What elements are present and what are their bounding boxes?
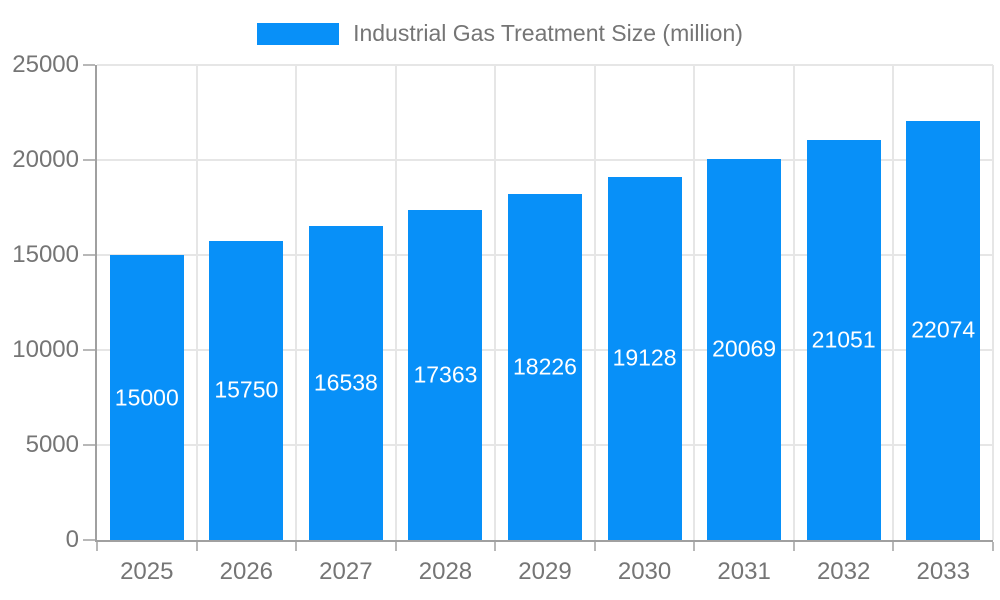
bar[interactable]: 18226	[508, 193, 582, 540]
bar[interactable]: 21051	[806, 140, 881, 540]
x-tick-label: 2028	[418, 558, 473, 585]
bar[interactable]: 16538	[308, 225, 383, 540]
legend: Industrial Gas Treatment Size (million)	[0, 20, 1000, 47]
x-tick-label: 2030	[617, 558, 672, 585]
x-tick-label: 2027	[319, 558, 373, 585]
bar-value-label: 20069	[712, 335, 777, 362]
gridline-v	[593, 65, 596, 540]
y-tick	[83, 444, 95, 446]
y-tick-label: 15000	[12, 241, 79, 268]
gridline-v	[494, 65, 497, 540]
x-tick-label: 2025	[120, 558, 174, 585]
plot-area: 0 5000 10000 15000 20000 25000 15000 2025 15750 2…	[12, 51, 994, 585]
bar[interactable]: 15750	[209, 240, 284, 540]
bar[interactable]: 20069	[707, 158, 782, 540]
x-tick	[295, 542, 298, 551]
x-tick-label: 2031	[717, 558, 771, 585]
gridline-v	[792, 65, 795, 540]
gridline-h	[97, 64, 993, 66]
x-tick-label: 2033	[916, 558, 970, 585]
x-tick-label: 2032	[816, 558, 871, 585]
bar-value-label: 16538	[313, 369, 378, 396]
x-tick	[693, 542, 696, 551]
bar-value-label: 15000	[114, 384, 179, 410]
y-tick	[83, 539, 95, 541]
y-tick	[83, 254, 95, 256]
legend-label[interactable]: Industrial Gas Treatment Size (million)	[353, 20, 743, 46]
bar[interactable]: 19128	[607, 176, 682, 540]
bar-value-label: 21051	[811, 326, 876, 353]
x-tick	[792, 542, 795, 551]
gridline-v	[992, 65, 994, 540]
gridline-v	[295, 65, 298, 540]
x-tick	[892, 542, 895, 551]
bar-value-label: 19128	[612, 344, 677, 371]
bar[interactable]: 22074	[906, 120, 981, 540]
y-tick	[83, 159, 95, 161]
y-tick-label: 10000	[12, 336, 79, 363]
x-tick	[992, 542, 994, 551]
gridline-v	[394, 65, 397, 540]
bar[interactable]: 17363	[408, 210, 483, 540]
y-tick-label: 0	[65, 526, 79, 553]
gridline-v	[195, 65, 198, 540]
y-tick	[83, 349, 95, 351]
x-axis-line	[95, 540, 993, 542]
x-tick-label: 2026	[219, 558, 274, 585]
x-tick	[394, 542, 397, 551]
y-axis-line	[95, 65, 97, 542]
bar[interactable]: 15000	[109, 255, 184, 540]
y-tick-label: 25000	[12, 51, 79, 78]
gridline-v	[693, 65, 696, 540]
bar-value-label: 22074	[911, 316, 976, 343]
y-tick	[83, 64, 95, 66]
y-tick-label: 5000	[25, 431, 79, 458]
x-tick	[593, 542, 596, 551]
gridline-v	[892, 65, 895, 540]
bar-value-label: 15750	[214, 376, 279, 403]
y-tick-label: 20000	[12, 146, 79, 173]
x-tick-label: 2029	[518, 558, 572, 585]
x-tick	[195, 542, 198, 551]
bar-value-label: 18226	[513, 353, 577, 380]
gridline-h	[97, 159, 993, 161]
legend-swatch[interactable]	[257, 22, 340, 45]
bar-value-label: 17363	[413, 361, 478, 388]
x-tick	[494, 542, 497, 551]
x-tick	[96, 542, 98, 551]
